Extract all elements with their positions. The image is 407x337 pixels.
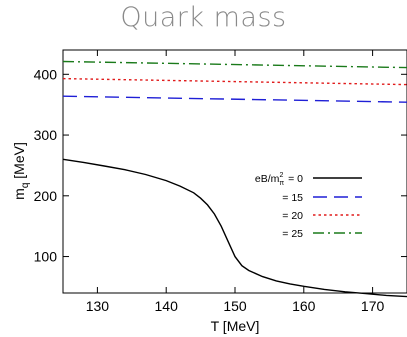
y-tick-label: 300 — [34, 127, 58, 143]
y-tick-label: 100 — [34, 249, 58, 265]
x-tick-label: 140 — [155, 298, 179, 314]
x-tick-label: 150 — [223, 298, 247, 314]
series-layer — [62, 60, 407, 298]
legend-label: = 25 — [282, 228, 303, 240]
legend: eB/m2 π = 0 = 15 = 20 = 25 — [255, 172, 362, 240]
series-line-0 — [62, 158, 407, 298]
y-axis-label-unit: [MeV] — [11, 142, 27, 182]
y-tick-label: 400 — [34, 66, 58, 82]
x-tick-label: 130 — [86, 298, 110, 314]
chart-title: Quark mass — [120, 2, 287, 33]
x-tick-label: 170 — [361, 298, 385, 314]
y-tick-label: 200 — [34, 188, 58, 204]
legend-title-sub: π — [279, 180, 284, 187]
x-axis-label: T [MeV] — [211, 318, 260, 334]
series-line-2 — [62, 77, 407, 86]
series-line-3 — [62, 60, 407, 69]
legend-label: = 15 — [282, 192, 303, 204]
y-axis-label-sub: q — [20, 183, 31, 189]
legend-series-name: = 0 — [285, 173, 303, 185]
y-axis-label-main: m — [11, 188, 27, 200]
series-line-1 — [62, 95, 407, 103]
legend-label: eB/m2 π = 0 — [255, 172, 303, 187]
y-axis-label: mq [MeV] — [11, 142, 31, 200]
ticks-layer: 130 140 150 160 170 100 200 300 400 — [34, 50, 407, 314]
x-tick-label: 160 — [292, 298, 316, 314]
legend-title-prefix: eB/m — [255, 173, 280, 185]
legend-label: = 20 — [282, 210, 303, 222]
legend-title-sup: 2 — [279, 172, 283, 179]
